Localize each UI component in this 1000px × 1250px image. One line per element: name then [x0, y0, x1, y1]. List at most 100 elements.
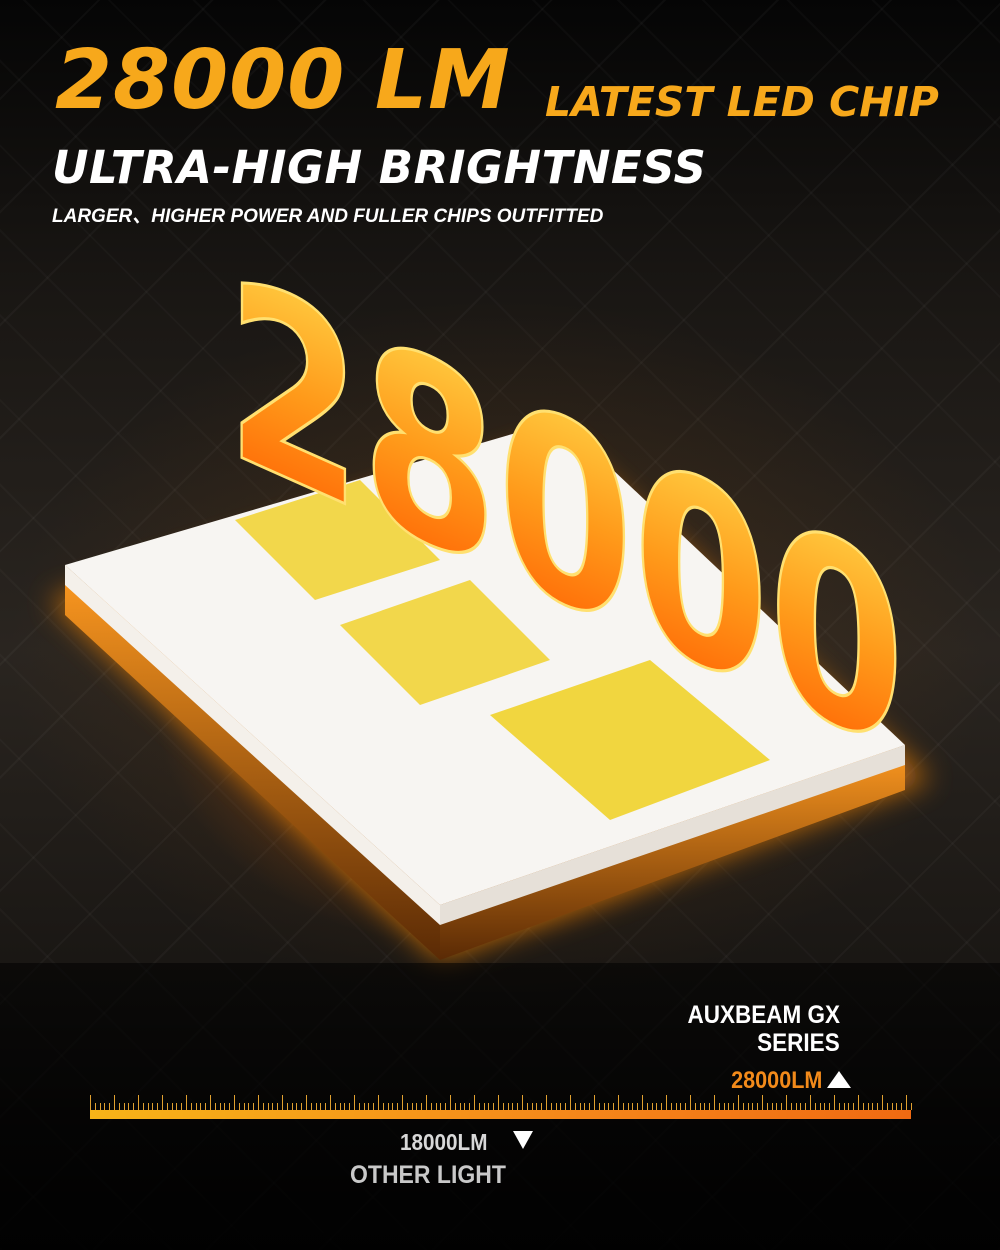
ruler-tick: [296, 1103, 298, 1110]
ruler-tick: [651, 1103, 653, 1110]
ruler-tick: [685, 1103, 687, 1110]
ruler-tick: [306, 1095, 307, 1110]
ruler-tick: [882, 1095, 883, 1110]
ruler-tick: [397, 1103, 399, 1110]
ruler-tick: [646, 1103, 648, 1110]
ruler-tick: [334, 1103, 336, 1110]
ruler-tick: [656, 1103, 658, 1110]
ruler-tick: [872, 1103, 874, 1110]
ruler-tick: [891, 1103, 893, 1110]
ruler-tick: [459, 1103, 461, 1110]
ruler-tick: [728, 1103, 730, 1110]
ruler-tick: [570, 1095, 571, 1110]
ruler-tick: [262, 1103, 264, 1110]
brand-lumens-value: 28000LM: [730, 1067, 822, 1094]
ruler-tick: [886, 1103, 888, 1110]
ruler-tick: [152, 1103, 154, 1110]
ruler-tick: [205, 1103, 207, 1110]
ruler-tick: [430, 1103, 432, 1110]
ruler-tick: [243, 1103, 245, 1110]
ruler-tick: [906, 1095, 907, 1110]
ruler-tick: [277, 1103, 279, 1110]
ruler-tick: [618, 1095, 619, 1110]
ruler-tick: [315, 1103, 317, 1110]
ruler-tick: [555, 1103, 557, 1110]
ruler-tick: [560, 1103, 562, 1110]
ruler-tick: [200, 1103, 202, 1110]
ruler-tick: [680, 1103, 682, 1110]
ruler-tick: [550, 1103, 552, 1110]
ruler-tick: [435, 1103, 437, 1110]
ruler-tick: [214, 1103, 216, 1110]
ruler-tick: [147, 1103, 149, 1110]
ruler-tick: [238, 1103, 240, 1110]
ruler-tick: [171, 1103, 173, 1110]
ruler-tick: [690, 1095, 691, 1110]
ruler-tick: [358, 1103, 360, 1110]
ruler-tick: [531, 1103, 533, 1110]
ruler-tick: [286, 1103, 288, 1110]
ruler-tick: [454, 1103, 456, 1110]
ruler-tick: [747, 1103, 749, 1110]
brand-label-line2: SERIES: [757, 1029, 840, 1057]
ruler-tick: [310, 1103, 312, 1110]
ruler-tick: [104, 1103, 106, 1110]
ruler-tick: [190, 1103, 192, 1110]
ruler-tick: [862, 1103, 864, 1110]
ruler-tick: [133, 1103, 135, 1110]
ruler-tick: [138, 1095, 139, 1110]
ruler-tick: [421, 1103, 423, 1110]
ruler-tick: [738, 1095, 739, 1110]
ruler-tick: [829, 1103, 831, 1110]
ruler-tick: [498, 1095, 499, 1110]
chip-die: [490, 660, 770, 820]
ruler-tick: [910, 1103, 912, 1110]
ruler-tick: [848, 1103, 850, 1110]
ruler-tick: [301, 1103, 303, 1110]
ruler-tick: [99, 1103, 101, 1110]
ruler-tick: [810, 1095, 811, 1110]
ruler-tick: [339, 1103, 341, 1110]
ruler-tick: [670, 1103, 672, 1110]
ruler-tick: [757, 1103, 759, 1110]
ruler-tick: [512, 1103, 514, 1110]
ruler-tick: [642, 1095, 643, 1110]
ruler-tick: [517, 1103, 519, 1110]
ruler-tick: [786, 1095, 787, 1110]
led-chip-illustration: 28000: [50, 217, 930, 960]
ruler-tick: [123, 1103, 125, 1110]
ruler-tick: [282, 1095, 283, 1110]
ruler-tick: [483, 1103, 485, 1110]
ruler-tick: [594, 1095, 595, 1110]
ruler-tick: [181, 1103, 183, 1110]
ruler-tick: [853, 1103, 855, 1110]
ruler-tick: [589, 1103, 591, 1110]
ruler-tick: [426, 1095, 427, 1110]
ruler-tick: [584, 1103, 586, 1110]
ruler-tick: [445, 1103, 447, 1110]
ruler-tick: [718, 1103, 720, 1110]
ruler-tick: [709, 1103, 711, 1110]
ruler-tick: [843, 1103, 845, 1110]
chip-die: [235, 480, 440, 600]
ruler-ticks: [90, 1095, 912, 1110]
ruler-tick: [488, 1103, 490, 1110]
triangle-down-icon: [513, 1131, 533, 1149]
ruler-tick: [478, 1103, 480, 1110]
ruler-tick: [109, 1103, 111, 1110]
ruler-tick: [320, 1103, 322, 1110]
ruler-tick: [166, 1103, 168, 1110]
ruler-tick: [114, 1095, 115, 1110]
ruler-tick: [94, 1103, 96, 1110]
ruler-tick: [699, 1103, 701, 1110]
ruler-tick: [258, 1095, 259, 1110]
brand-label-line1: AUXBEAM GX: [687, 1001, 840, 1029]
ruler-tick: [378, 1095, 379, 1110]
description-text: LARGER、HIGHER POWER AND FULLER CHIPS OUT…: [52, 206, 604, 227]
ruler-tick: [627, 1103, 629, 1110]
comparison-band: [0, 963, 1000, 1250]
ruler-tick: [344, 1103, 346, 1110]
ruler-tick: [354, 1095, 355, 1110]
ruler-tick: [522, 1095, 523, 1110]
ruler-tick: [565, 1103, 567, 1110]
